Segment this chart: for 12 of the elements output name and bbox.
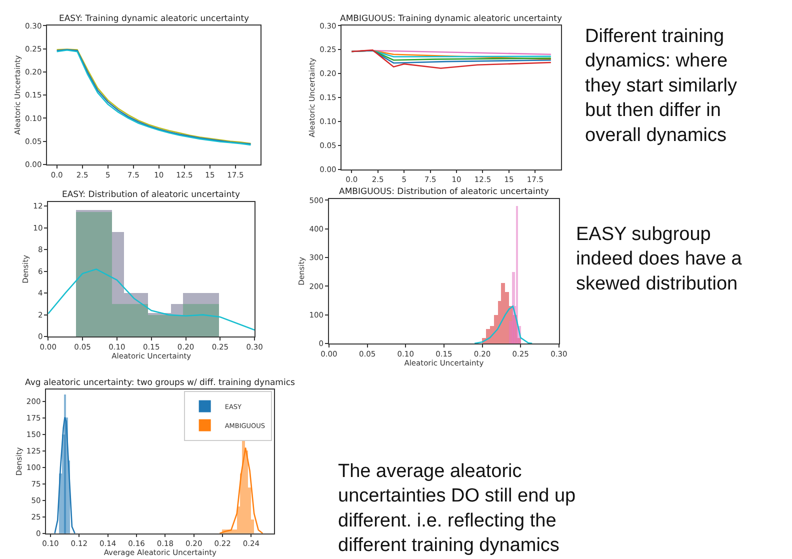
line-series <box>474 306 533 344</box>
text: EASY subgroup indeed does have a skewed distribution <box>576 224 742 294</box>
text: The average aleatoric uncertainties DO still end up different. i.e. reflecting the different training dynamics <box>338 461 576 556</box>
text: Different training dynamics: where they start similarly but then differ in overall dynamics <box>585 26 738 146</box>
chart-title: EASY: Distribution of aleatoric uncertainty <box>62 190 240 200</box>
chart-title: EASY: Training dynamic aleatoric uncertainty <box>59 14 250 24</box>
chart-title: AMBIGUOUS: Distribution of aleatoric uncertainty <box>339 187 549 197</box>
line-series <box>54 416 76 534</box>
chart-title: Avg aleatoric uncertainty: two groups w/ diff. training dynamics <box>25 378 296 388</box>
line-series <box>350 49 552 69</box>
line-series <box>219 447 264 534</box>
chart-title: AMBIGUOUS: Training dynamic aleatoric uncertainty <box>340 14 562 24</box>
